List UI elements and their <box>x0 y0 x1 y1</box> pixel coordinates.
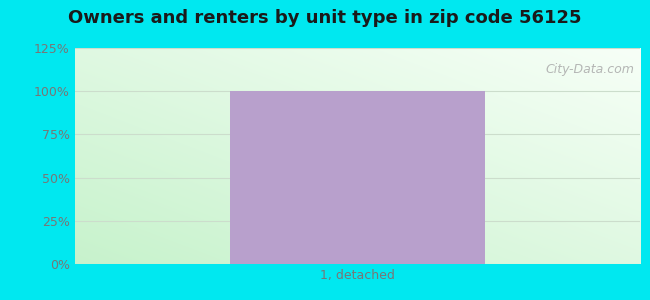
Text: City-Data.com: City-Data.com <box>546 63 634 76</box>
Bar <box>230 91 485 264</box>
Text: Owners and renters by unit type in zip code 56125: Owners and renters by unit type in zip c… <box>68 9 582 27</box>
